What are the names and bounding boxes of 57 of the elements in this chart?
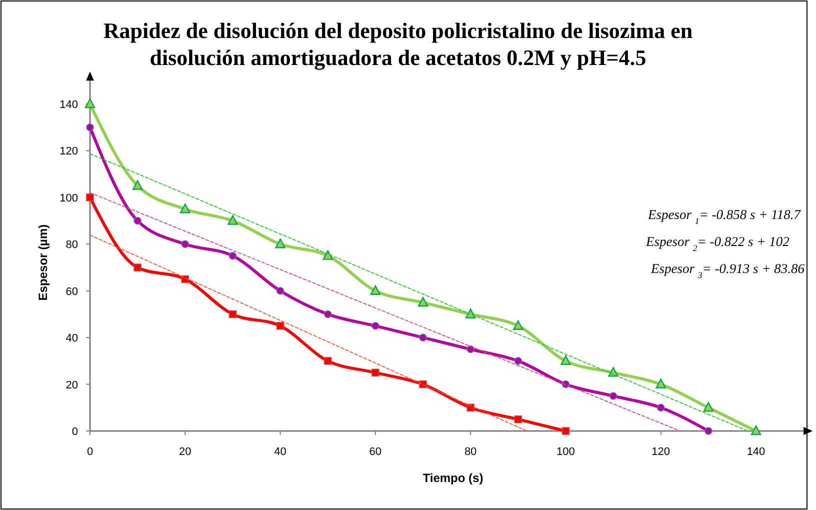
- point: [370, 285, 381, 295]
- point: [228, 252, 237, 260]
- x-tick-label: 80: [464, 446, 477, 458]
- point: [275, 238, 286, 248]
- point: [322, 250, 333, 260]
- point: [562, 427, 570, 435]
- chart-title: Rapidez de disolución del deposito policristalino de lisozima en disolución amortiguadora de acetatos 0.2M y pH=4.5: [103, 18, 693, 70]
- x-axis-title: Tiempo (s): [422, 471, 484, 485]
- point: [86, 123, 94, 132]
- point: [181, 240, 190, 248]
- point: [228, 215, 238, 225]
- point: [419, 334, 427, 342]
- y-tick-label: 20: [66, 379, 78, 392]
- y-tick-label: 120: [60, 146, 78, 158]
- point: [560, 355, 571, 366]
- x-tick-label: 0: [86, 446, 94, 458]
- annotation: Espesor $_{3}$= -0.913 s + 83.86: [650, 261, 805, 280]
- point: [514, 415, 522, 424]
- x-tick-label: 140: [746, 446, 766, 458]
- point: [656, 378, 666, 388]
- point: [372, 322, 380, 330]
- point: [466, 345, 474, 354]
- point: [276, 322, 284, 330]
- x-tick-label: 40: [274, 446, 286, 458]
- y-axis-title: Espesor (µm): [36, 224, 50, 301]
- x-tick-label: 100: [556, 446, 575, 458]
- annotation: Espesor $_{1}$= -0.858 s + 118.7: [647, 207, 802, 226]
- y-tick-label: 60: [66, 286, 78, 298]
- point: [609, 392, 618, 400]
- point: [180, 204, 190, 214]
- point: [704, 427, 712, 435]
- x-tick-label: 20: [179, 446, 192, 458]
- point: [703, 402, 714, 412]
- point: [132, 180, 143, 190]
- point: [86, 194, 94, 202]
- point: [418, 296, 428, 307]
- y-tick-label: 0: [72, 426, 78, 438]
- x-tick-label: 120: [652, 446, 670, 458]
- point: [228, 310, 237, 318]
- point: [324, 357, 332, 365]
- y-tick-label: 80: [66, 239, 78, 252]
- point: [513, 320, 524, 330]
- point: [134, 216, 142, 225]
- point: [372, 368, 380, 377]
- y-tick-label: 40: [66, 332, 78, 345]
- annotation: Espesor $_{2}$= -0.822 s + 102: [645, 234, 790, 253]
- point: [750, 425, 762, 436]
- point: [656, 404, 665, 412]
- point: [276, 286, 284, 295]
- point: [84, 98, 96, 108]
- x-tick-label: 60: [369, 446, 382, 458]
- point: [324, 310, 332, 318]
- point: [466, 404, 474, 412]
- point: [134, 264, 142, 272]
- y-tick-label: 140: [60, 99, 78, 111]
- point: [514, 357, 522, 365]
- y-tick-label: 100: [60, 192, 78, 204]
